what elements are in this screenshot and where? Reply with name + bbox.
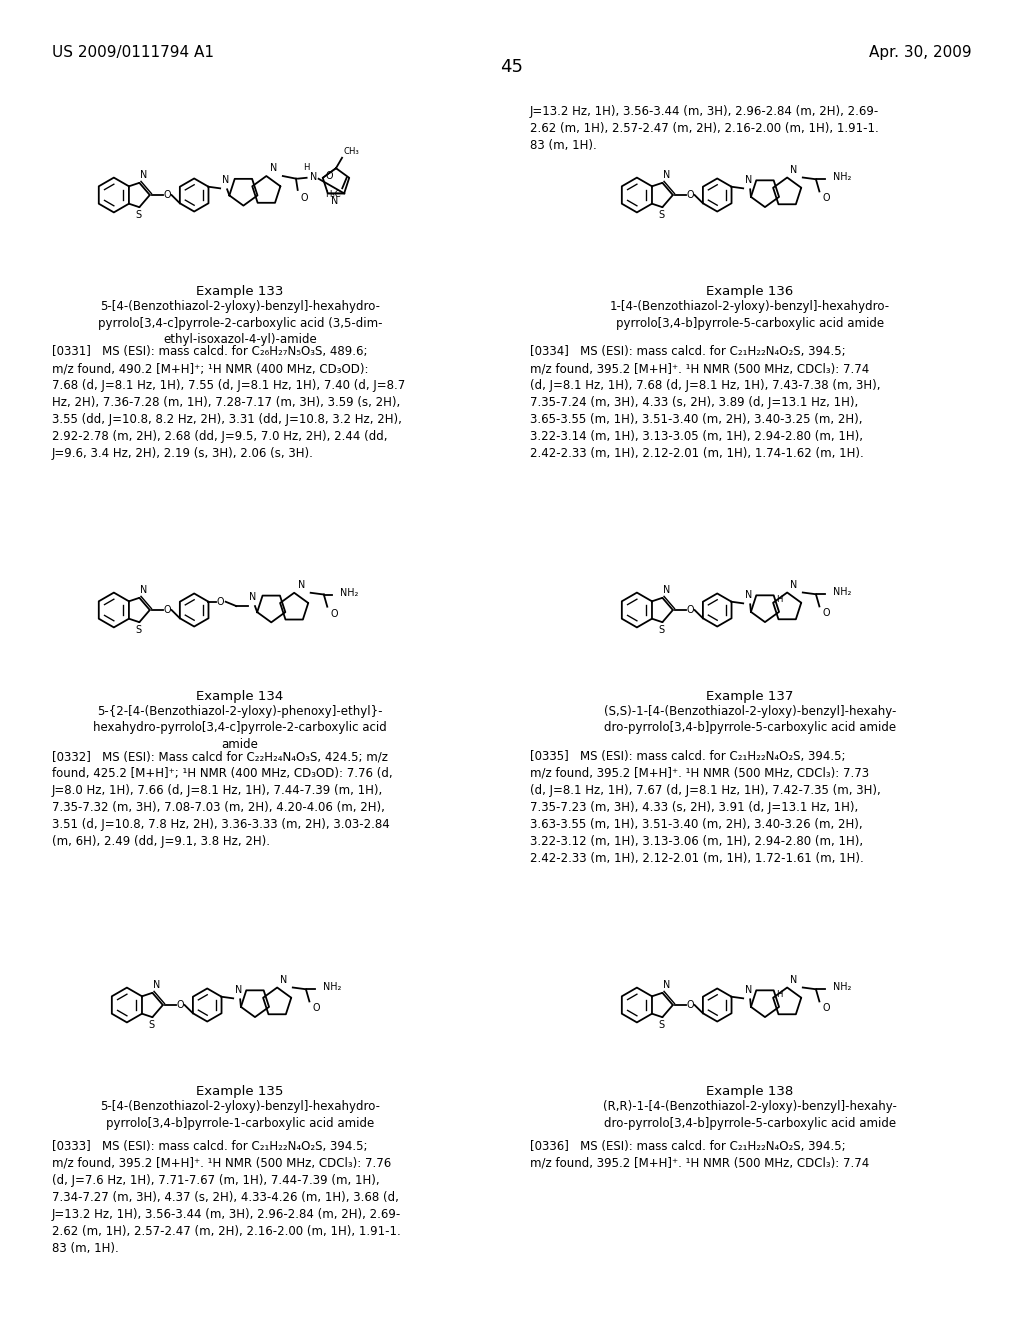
Text: Example 137: Example 137	[707, 690, 794, 704]
Text: S: S	[658, 210, 665, 220]
Text: O: O	[301, 193, 308, 203]
Text: N: N	[664, 585, 671, 595]
Text: S: S	[135, 210, 141, 220]
Text: O: O	[686, 190, 694, 201]
Text: O: O	[822, 609, 829, 619]
Text: [0336]   MS (ESI): mass calcd. for C₂₁H₂₂N₄O₂S, 394.5;
m/z found, 395.2 [M+H]⁺. : [0336] MS (ESI): mass calcd. for C₂₁H₂₂N…	[530, 1140, 869, 1170]
Text: NH₂: NH₂	[323, 982, 341, 993]
Text: [0334]   MS (ESI): mass calcd. for C₂₁H₂₂N₄O₂S, 394.5;
m/z found, 395.2 [M+H]⁺. : [0334] MS (ESI): mass calcd. for C₂₁H₂₂N…	[530, 345, 881, 459]
Text: S: S	[148, 1020, 155, 1030]
Text: 5-{2-[4-(Benzothiazol-2-yloxy)-phenoxy]-ethyl}-
hexahydro-pyrrolo[3,4-c]pyrrole-: 5-{2-[4-(Benzothiazol-2-yloxy)-phenoxy]-…	[93, 705, 387, 751]
Text: NH₂: NH₂	[833, 982, 851, 993]
Text: N: N	[221, 176, 228, 185]
Text: H₃C: H₃C	[325, 190, 341, 199]
Text: 1-[4-(Benzothiazol-2-yloxy)-benzyl]-hexahydro-
pyrrolo[3,4-b]pyrrole-5-carboxyli: 1-[4-(Benzothiazol-2-yloxy)-benzyl]-hexa…	[610, 300, 890, 330]
Text: N: N	[790, 579, 797, 590]
Text: US 2009/0111794 A1: US 2009/0111794 A1	[52, 45, 214, 59]
Text: O: O	[331, 609, 338, 619]
Text: [0333]   MS (ESI): mass calcd. for C₂₁H₂₂N₄O₂S, 394.5;
m/z found, 395.2 [M+H]⁺. : [0333] MS (ESI): mass calcd. for C₂₁H₂₂N…	[52, 1140, 401, 1255]
Text: S: S	[658, 626, 665, 635]
Text: H: H	[776, 990, 782, 999]
Text: [0332]   MS (ESI): Mass calcd for C₂₂H₂₄N₄O₃S, 424.5; m/z
found, 425.2 [M+H]⁺; ¹: [0332] MS (ESI): Mass calcd for C₂₂H₂₄N₄…	[52, 750, 392, 847]
Text: O: O	[164, 190, 171, 201]
Text: CH₃: CH₃	[344, 147, 359, 156]
Text: (S,S)-1-[4-(Benzothiazol-2-yloxy)-benzyl]-hexahy-
dro-pyrrolo[3,4-b]pyrrole-5-ca: (S,S)-1-[4-(Benzothiazol-2-yloxy)-benzyl…	[604, 705, 896, 734]
Text: O: O	[164, 605, 171, 615]
Text: N: N	[744, 590, 752, 601]
Text: NH₂: NH₂	[340, 587, 358, 598]
Text: N: N	[269, 164, 278, 173]
Text: Example 135: Example 135	[197, 1085, 284, 1098]
Text: O: O	[822, 1003, 829, 1014]
Text: H: H	[303, 162, 310, 172]
Text: N: N	[280, 974, 287, 985]
Text: [0335]   MS (ESI): mass calcd. for C₂₁H₂₂N₄O₂S, 394.5;
m/z found, 395.2 [M+H]⁺. : [0335] MS (ESI): mass calcd. for C₂₁H₂₂N…	[530, 750, 881, 865]
Text: N: N	[790, 165, 797, 174]
Text: [0331]   MS (ESI): mass calcd. for C₂₆H₂₇N₅O₃S, 489.6;
m/z found, 490.2 [M+H]⁺; : [0331] MS (ESI): mass calcd. for C₂₆H₂₇N…	[52, 345, 406, 459]
Text: O: O	[326, 170, 333, 181]
Text: (R,R)-1-[4-(Benzothiazol-2-yloxy)-benzyl]-hexahy-
dro-pyrrolo[3,4-b]pyrrole-5-ca: (R,R)-1-[4-(Benzothiazol-2-yloxy)-benzyl…	[603, 1100, 897, 1130]
Text: 5-[4-(Benzothiazol-2-yloxy)-benzyl]-hexahydro-
pyrrolo[3,4-b]pyrrole-1-carboxyli: 5-[4-(Benzothiazol-2-yloxy)-benzyl]-hexa…	[100, 1100, 380, 1130]
Text: N: N	[298, 579, 305, 590]
Text: N: N	[309, 172, 316, 182]
Text: O: O	[217, 597, 224, 607]
Text: N: N	[154, 979, 161, 990]
Text: N: N	[331, 197, 338, 206]
Text: 5-[4-(Benzothiazol-2-yloxy)-benzyl]-hexahydro-
pyrrolo[3,4-c]pyrrole-2-carboxyli: 5-[4-(Benzothiazol-2-yloxy)-benzyl]-hexa…	[97, 300, 382, 346]
Text: Example 136: Example 136	[707, 285, 794, 298]
Text: 45: 45	[501, 58, 523, 77]
Text: N: N	[664, 170, 671, 180]
Text: N: N	[140, 585, 147, 595]
Text: O: O	[312, 1003, 319, 1014]
Text: O: O	[822, 194, 829, 203]
Text: Example 138: Example 138	[707, 1085, 794, 1098]
Text: N: N	[744, 985, 752, 995]
Text: N: N	[250, 593, 257, 602]
Text: N: N	[234, 985, 242, 995]
Text: Example 133: Example 133	[197, 285, 284, 298]
Text: S: S	[658, 1020, 665, 1030]
Text: J=13.2 Hz, 1H), 3.56-3.44 (m, 3H), 2.96-2.84 (m, 2H), 2.69-
2.62 (m, 1H), 2.57-2: J=13.2 Hz, 1H), 3.56-3.44 (m, 3H), 2.96-…	[530, 106, 880, 152]
Text: Apr. 30, 2009: Apr. 30, 2009	[869, 45, 972, 59]
Text: H: H	[776, 594, 782, 603]
Text: NH₂: NH₂	[833, 587, 851, 597]
Text: NH₂: NH₂	[833, 172, 851, 182]
Text: N: N	[664, 979, 671, 990]
Text: Example 134: Example 134	[197, 690, 284, 704]
Text: N: N	[744, 176, 752, 185]
Text: O: O	[686, 605, 694, 615]
Text: O: O	[686, 1001, 694, 1010]
Text: N: N	[790, 974, 797, 985]
Text: S: S	[135, 626, 141, 635]
Text: O: O	[176, 1001, 184, 1010]
Text: N: N	[140, 170, 147, 180]
